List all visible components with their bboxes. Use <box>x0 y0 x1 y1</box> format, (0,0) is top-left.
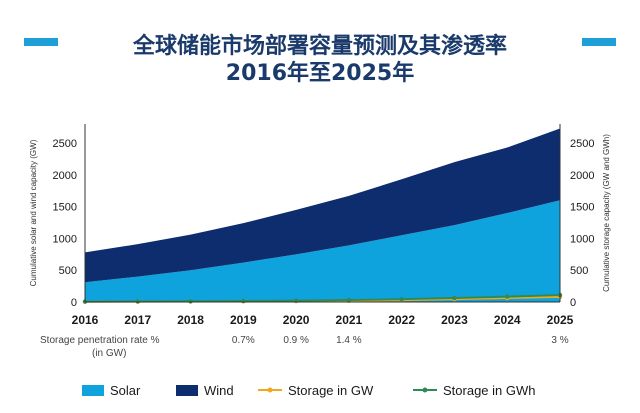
area-solar <box>85 200 560 302</box>
y-tick-right: 2000 <box>570 170 594 182</box>
y-tick-left: 1000 <box>53 233 77 245</box>
penetration-value: 0.7% <box>232 335 255 346</box>
penetration-row: Storage penetration rate % (in GW) 0.7% 0.9… <box>40 335 569 359</box>
penetration-label-unit: (in GW) <box>92 348 126 359</box>
penetration-value: 0.9 % <box>283 335 309 346</box>
x-tick: 2025 <box>547 313 574 327</box>
x-tick: 2017 <box>124 313 151 327</box>
areas-layer <box>85 128 560 302</box>
y-tick-right: 1000 <box>570 233 594 245</box>
x-tick: 2018 <box>177 313 204 327</box>
y-tick-left: 1500 <box>53 202 77 214</box>
legend-label-wind: Wind <box>204 383 234 398</box>
point-storage-in-gwh <box>188 299 193 304</box>
x-tick: 2016 <box>72 313 99 327</box>
penetration-value: 3 % <box>551 335 568 346</box>
legend-swatch-solar <box>82 385 104 396</box>
legend: Solar Wind Storage in GW Storage in GWh <box>82 383 536 398</box>
x-tick: 2023 <box>441 313 468 327</box>
chart-title: 全球储能市场部署容量预测及其渗透率 <box>132 34 507 59</box>
penetration-value: 1.4 % <box>336 335 362 346</box>
point-storage-in-gwh <box>241 298 246 304</box>
legend-label-solar: Solar <box>110 383 141 398</box>
point-storage-in-gwh <box>135 299 140 304</box>
legend-marker-storage-in-gw <box>267 387 273 393</box>
penetration-label: Storage penetration rate % <box>40 335 160 346</box>
y-axis-title-right: Cumulative storage capacity (GW and GWh) <box>602 134 611 292</box>
axes-layer: 0 0 500 500 1000 1000 1500 1500 2000 2000 2500 2500… <box>29 124 611 327</box>
y-tick-right: 0 <box>570 297 576 309</box>
point-storage-in-gwh <box>505 294 510 299</box>
y-tick-right: 2500 <box>570 138 594 150</box>
y-tick-left: 500 <box>59 265 77 277</box>
legend-label-storage-in-gw: Storage in GW <box>288 383 374 398</box>
x-tick: 2021 <box>336 313 363 327</box>
y-tick-left: 2000 <box>53 170 77 182</box>
chart-subtitle: 2016年至2025年 <box>225 61 415 86</box>
point-storage-in-gwh <box>452 295 457 301</box>
x-tick: 2020 <box>283 313 310 327</box>
point-storage-in-gwh <box>399 296 404 302</box>
legend-marker-storage-in-gwh <box>422 387 428 393</box>
legend-label-storage-in-gwh: Storage in GWh <box>443 383 536 398</box>
right-accent-bar <box>582 38 616 46</box>
x-tick: 2024 <box>494 313 521 327</box>
x-tick: 2019 <box>230 313 257 327</box>
y-tick-left: 2500 <box>53 138 77 150</box>
line-storage-in-gwh <box>84 294 561 303</box>
point-storage-in-gwh <box>346 297 352 303</box>
y-axis-title-left: Cumulative solar and wind capacity (GW) <box>29 139 38 286</box>
y-tick-left: 0 <box>71 297 77 309</box>
y-tick-right: 500 <box>570 265 588 277</box>
x-tick: 2022 <box>388 313 415 327</box>
area-wind <box>85 128 560 283</box>
legend-swatch-wind <box>176 385 198 396</box>
y-tick-right: 1500 <box>570 202 594 214</box>
left-accent-bar <box>24 38 58 46</box>
